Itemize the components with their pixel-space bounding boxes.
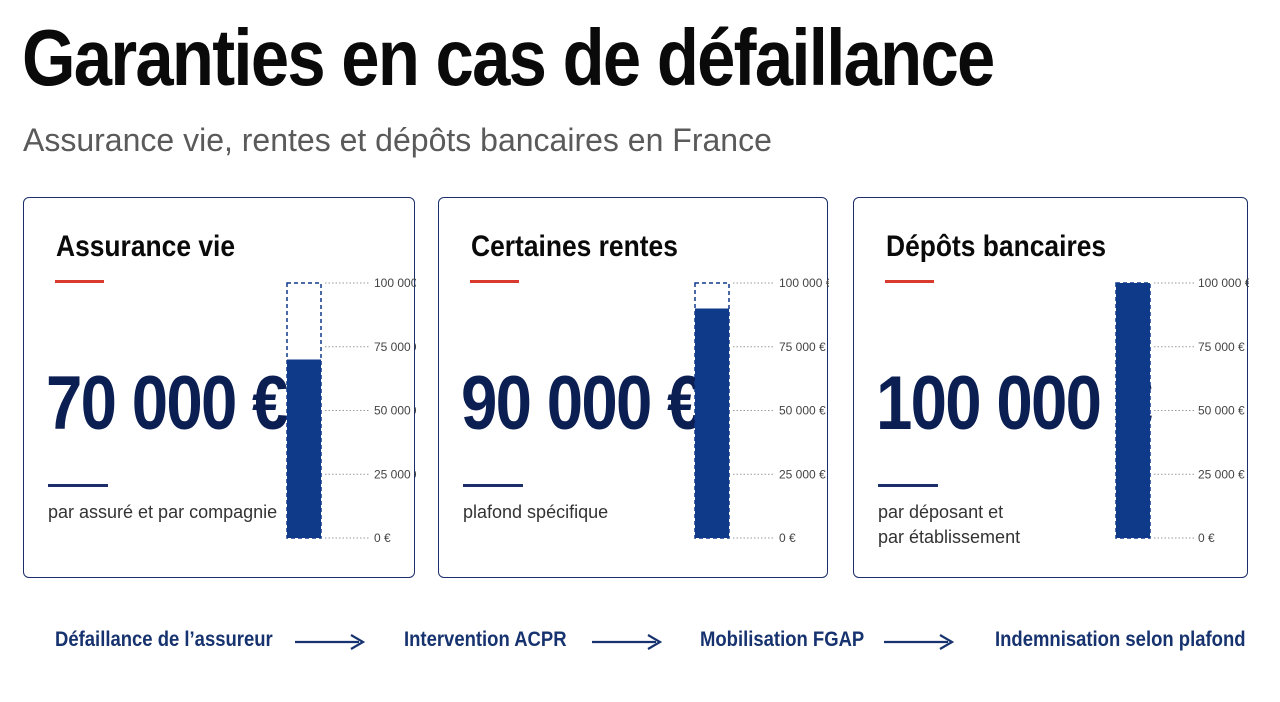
guarantee-value: 90 000 € <box>461 361 703 446</box>
flow-step-mobilisation: Mobilisation FGAP <box>700 628 865 651</box>
card-depots-bancaires: Dépôts bancaires 100 000 € par déposant … <box>853 197 1249 578</box>
description-line: par assuré et par compagnie <box>48 502 278 522</box>
arrow-right-icon <box>295 634 366 650</box>
guarantee-value: 70 000 € <box>46 361 288 446</box>
y-tick-label: 0 € <box>1198 531 1215 545</box>
y-tick-label: 50 000 € <box>1198 404 1245 418</box>
flow-step-intervention: Intervention ACPR <box>404 628 567 651</box>
flow-step-indemnisation: Indemnisation selon plafond <box>995 628 1246 651</box>
bar-gauge-chart: 0 € 25 000 € 50 000 € 75 000 € 100 000 € <box>1115 276 1249 545</box>
guarantee-description: par déposant et par établissement <box>878 500 1118 550</box>
description-line: par déposant et <box>878 502 1004 522</box>
page-title: Garanties en cas de défaillance <box>22 13 995 102</box>
accent-rule <box>470 280 519 283</box>
arrow-right-icon <box>592 634 663 650</box>
y-tick-label: 25 000 € <box>779 467 826 481</box>
description-line: par établissement <box>878 527 1021 547</box>
y-tick-label: 75 000 € <box>374 340 416 354</box>
card-title: Assurance vie <box>56 230 236 263</box>
card-assurance-vie: Assurance vie 70 000 € par assuré et par… <box>23 197 416 578</box>
y-tick-label: 0 € <box>779 531 796 545</box>
bar-gauge-chart: 0 € 25 000 € 50 000 € 75 000 € 100 000 € <box>694 276 829 545</box>
y-tick-label: 25 000 € <box>374 467 416 481</box>
y-tick-label: 100 000 € <box>1198 276 1249 290</box>
bar-gauge-chart: 0 € 25 000 € 50 000 € 75 000 € 100 000 € <box>286 276 416 545</box>
y-tick-label: 25 000 € <box>1198 467 1245 481</box>
y-tick-label: 0 € <box>374 531 391 545</box>
description-line: plafond spécifique <box>463 502 609 522</box>
arrow-right-icon <box>884 634 955 650</box>
divider-rule <box>463 484 523 487</box>
card-certaines-rentes: Certaines rentes 90 000 € plafond spécif… <box>438 197 829 578</box>
process-flow: Défaillance de l’assureur Intervention A… <box>0 628 1280 658</box>
bar-value <box>695 308 729 538</box>
y-tick-label: 75 000 € <box>1198 340 1245 354</box>
y-tick-label: 50 000 € <box>374 404 416 418</box>
accent-rule <box>885 280 934 283</box>
divider-rule <box>48 484 108 487</box>
card-title: Dépôts bancaires <box>886 230 1107 263</box>
accent-rule <box>55 280 104 283</box>
page-subtitle: Assurance vie, rentes et dépôts bancaire… <box>23 122 772 158</box>
y-tick-label: 75 000 € <box>779 340 826 354</box>
y-tick-label: 100 000 € <box>779 276 829 290</box>
flow-step-defaillance: Défaillance de l’assureur <box>55 628 273 651</box>
y-tick-label: 100 000 € <box>374 276 416 290</box>
divider-rule <box>878 484 938 487</box>
bar-value <box>1116 283 1150 538</box>
guarantee-description: plafond spécifique <box>463 500 703 525</box>
y-tick-label: 50 000 € <box>779 404 826 418</box>
bar-value <box>287 359 321 538</box>
card-title: Certaines rentes <box>471 230 678 263</box>
guarantee-value: 100 000 € <box>876 361 1153 446</box>
guarantee-description: par assuré et par compagnie <box>48 500 288 525</box>
